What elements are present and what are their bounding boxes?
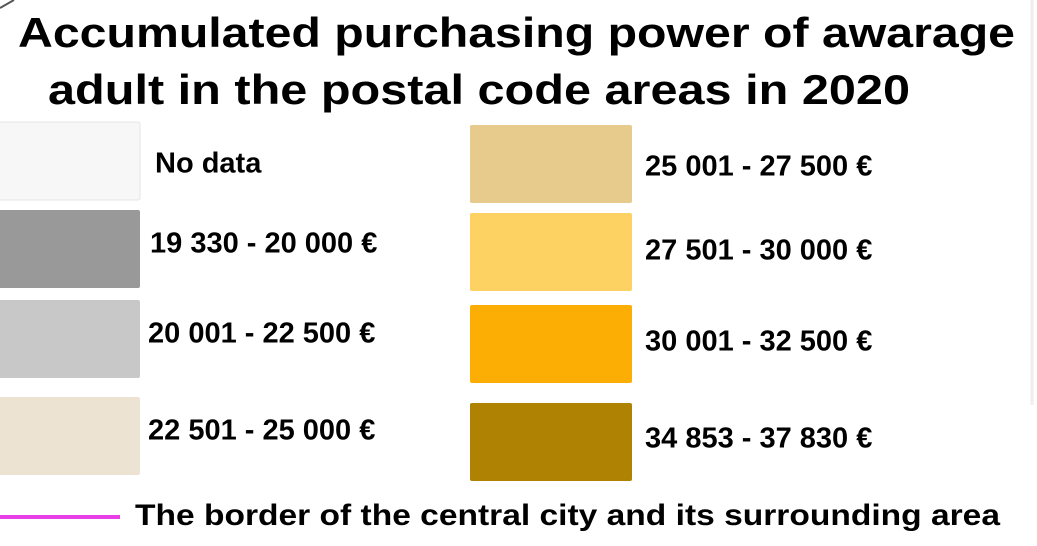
legend-label: 25 001 - 27 500 € [645,151,872,183]
legend-label: 20 001 - 22 500 € [148,318,375,350]
legend-swatch [0,121,141,201]
legend-label: 34 853 - 37 830 € [645,423,872,455]
legend-title: Accumulated purchasing power of awarage [18,9,1015,56]
map-corner [0,0,15,9]
legend-swatch [470,125,632,203]
legend-label: 30 001 - 32 500 € [645,326,872,358]
legend-title: adult in the postal code areas in 2020 [48,66,910,113]
legend-swatch [470,305,632,383]
legend-label: No data [155,148,262,180]
legend-swatch [470,403,632,481]
legend-label: 27 501 - 30 000 € [645,235,872,267]
legend-swatch [470,213,632,291]
border-label: The border of the central city and its s… [135,499,1000,532]
legend-swatch [0,397,140,475]
legend-swatch [0,210,140,288]
legend-swatch [0,300,140,378]
legend-label: 19 330 - 20 000 € [150,228,377,260]
legend-label: 22 501 - 25 000 € [148,415,375,447]
